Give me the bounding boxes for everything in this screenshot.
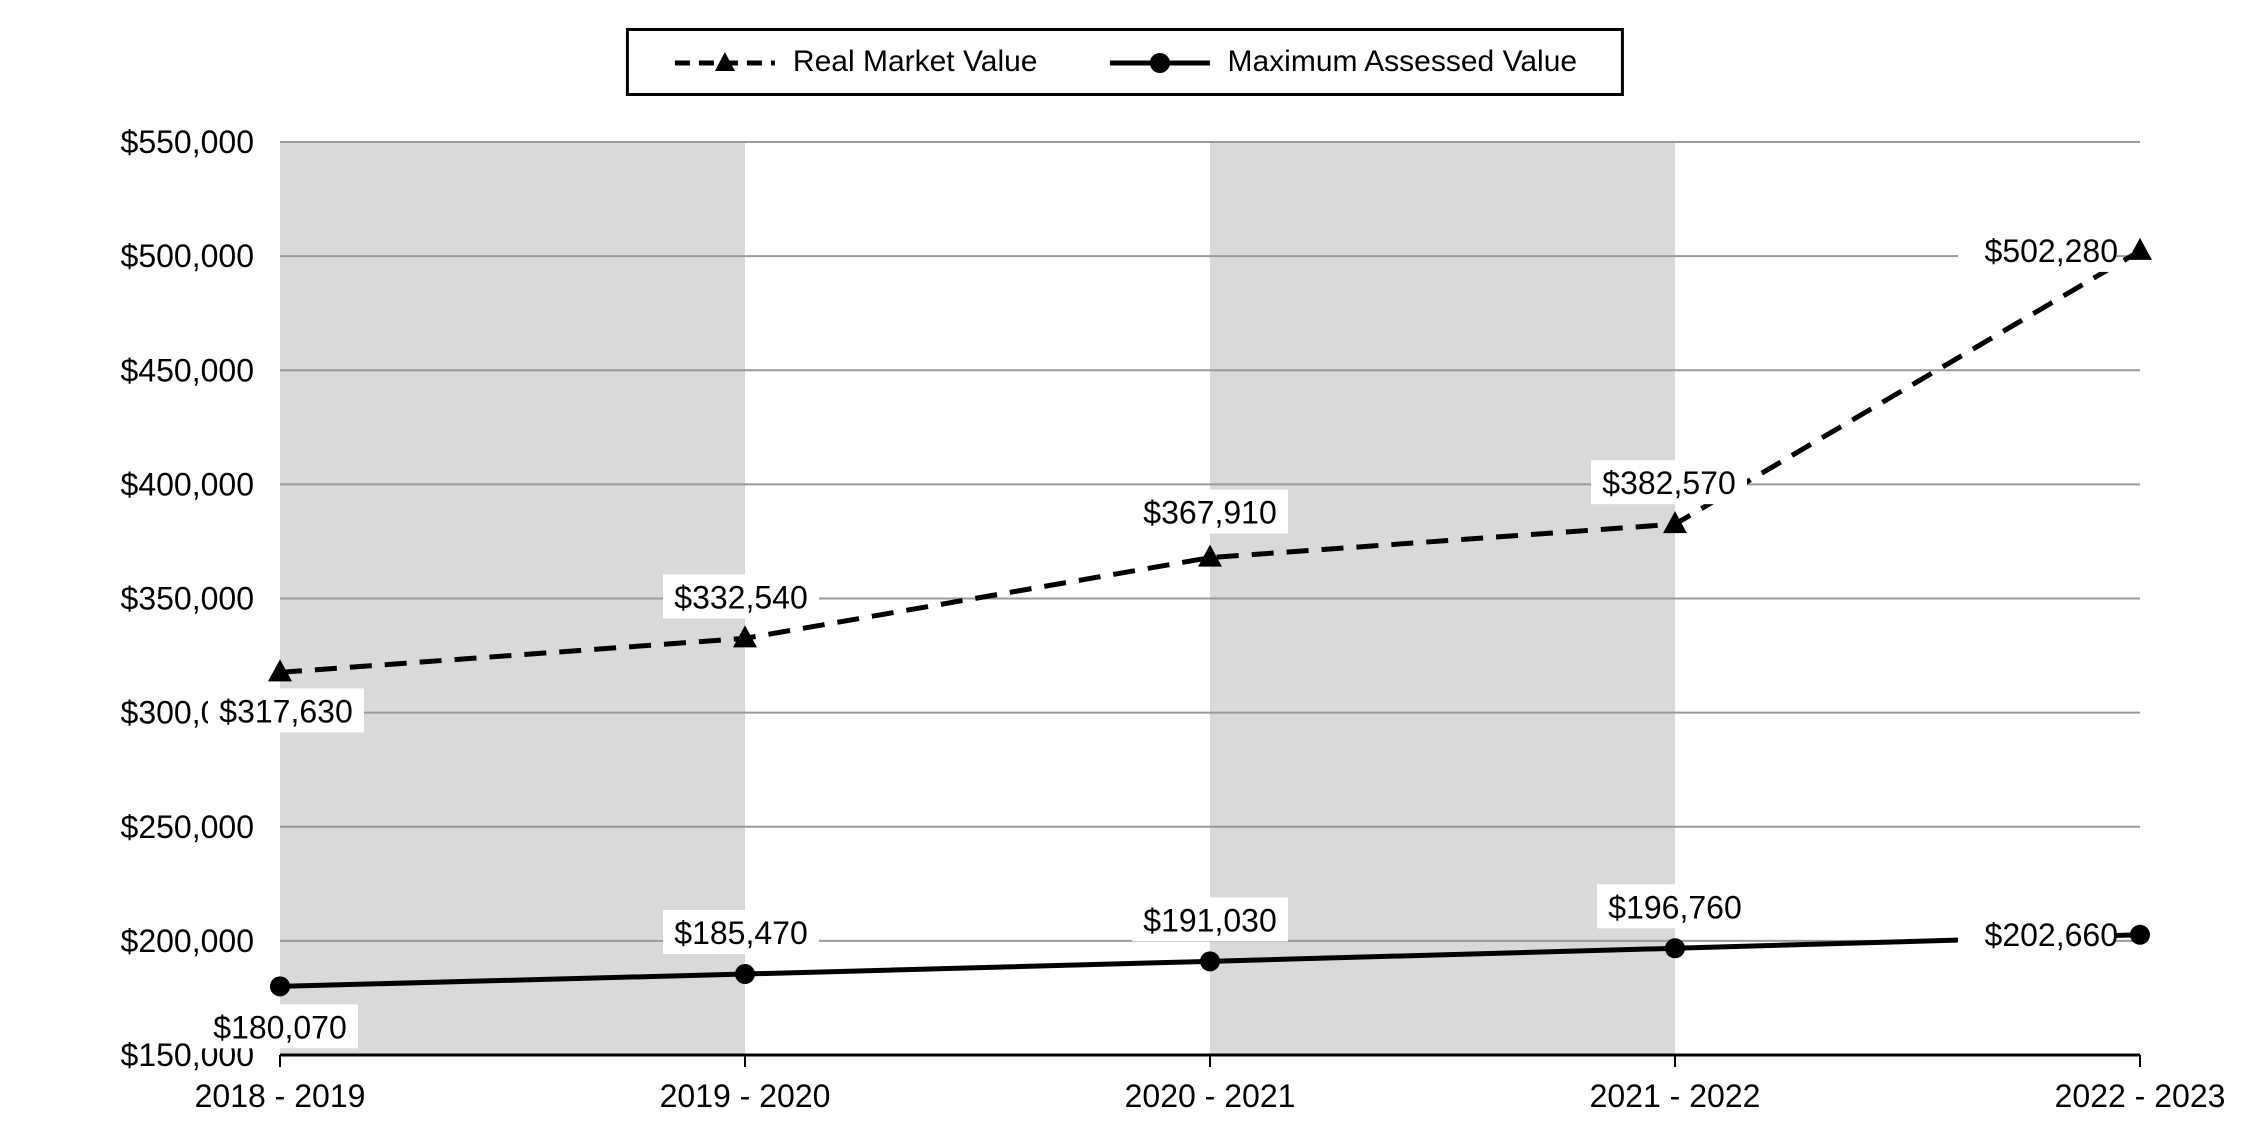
data-label: $185,470 bbox=[674, 915, 807, 951]
data-label-bg bbox=[1132, 897, 1288, 942]
data-label-bg bbox=[663, 574, 819, 619]
y-axis-tick-label: $400,000 bbox=[121, 466, 254, 502]
y-axis-tick-label: $550,000 bbox=[121, 124, 254, 160]
y-axis-tick-label: $350,000 bbox=[121, 581, 254, 617]
data-label-bg bbox=[1591, 460, 1747, 505]
triangle-marker bbox=[268, 659, 292, 682]
data-label-bg bbox=[1958, 227, 2114, 272]
y-axis-tick-label: $450,000 bbox=[121, 352, 254, 388]
triangle-marker bbox=[1198, 544, 1222, 567]
legend-label-real-market-value: Real Market Value bbox=[792, 45, 1038, 78]
circle-marker bbox=[2130, 924, 2150, 945]
x-axis-tick-label: 2020 - 2021 bbox=[1125, 1078, 1296, 1114]
x-axis-tick-label: 2022 - 2023 bbox=[2055, 1078, 2226, 1114]
circle-marker bbox=[1665, 938, 1685, 959]
y-axis-tick-label: $200,000 bbox=[121, 923, 254, 959]
y-axis-tick-label: $500,000 bbox=[121, 238, 254, 274]
y-axis-tick-label: $250,000 bbox=[121, 809, 254, 845]
data-label-bg bbox=[202, 1004, 358, 1049]
triangle-marker bbox=[733, 625, 757, 648]
triangle-marker bbox=[1663, 511, 1687, 534]
data-label-bg bbox=[1132, 489, 1288, 534]
x-axis-tick-label: 2018 - 2019 bbox=[195, 1078, 366, 1114]
data-label: $502,280 bbox=[1985, 233, 2118, 269]
x-axis-tick-label: 2021 - 2022 bbox=[1590, 1078, 1761, 1114]
data-label: $317,630 bbox=[219, 693, 352, 729]
solid-line-circle-marker-icon bbox=[1109, 53, 1210, 73]
data-label-bg bbox=[663, 910, 819, 955]
x-axis-tick-label: 2019 - 2020 bbox=[660, 1078, 831, 1114]
data-label: $332,540 bbox=[674, 579, 807, 615]
data-label: $180,070 bbox=[213, 1009, 346, 1045]
legend-item-maximum-assessed-value: Maximum Assessed Value bbox=[1107, 45, 1577, 79]
dashed-line-triangle-marker-icon bbox=[674, 52, 775, 71]
data-label: $382,570 bbox=[1602, 465, 1735, 501]
legend-label-maximum-assessed-value: Maximum Assessed Value bbox=[1227, 45, 1578, 78]
circle-marker bbox=[735, 964, 755, 985]
data-label: $196,760 bbox=[1608, 889, 1741, 925]
legend: Real Market Value Maximum Assessed Value bbox=[625, 28, 1625, 96]
data-label-bg bbox=[1958, 911, 2114, 956]
data-label-bg bbox=[1597, 884, 1753, 929]
legend-item-real-market-value: Real Market Value bbox=[673, 45, 1038, 79]
data-label: $202,660 bbox=[1985, 917, 2118, 953]
triangle-marker bbox=[2128, 237, 2152, 260]
circle-marker bbox=[1200, 951, 1220, 972]
data-label: $191,030 bbox=[1143, 902, 1276, 938]
series-line-real-market-value bbox=[279, 248, 2142, 675]
data-label: $367,910 bbox=[1143, 495, 1276, 531]
circle-marker bbox=[270, 976, 290, 997]
data-label-bg bbox=[208, 688, 364, 733]
